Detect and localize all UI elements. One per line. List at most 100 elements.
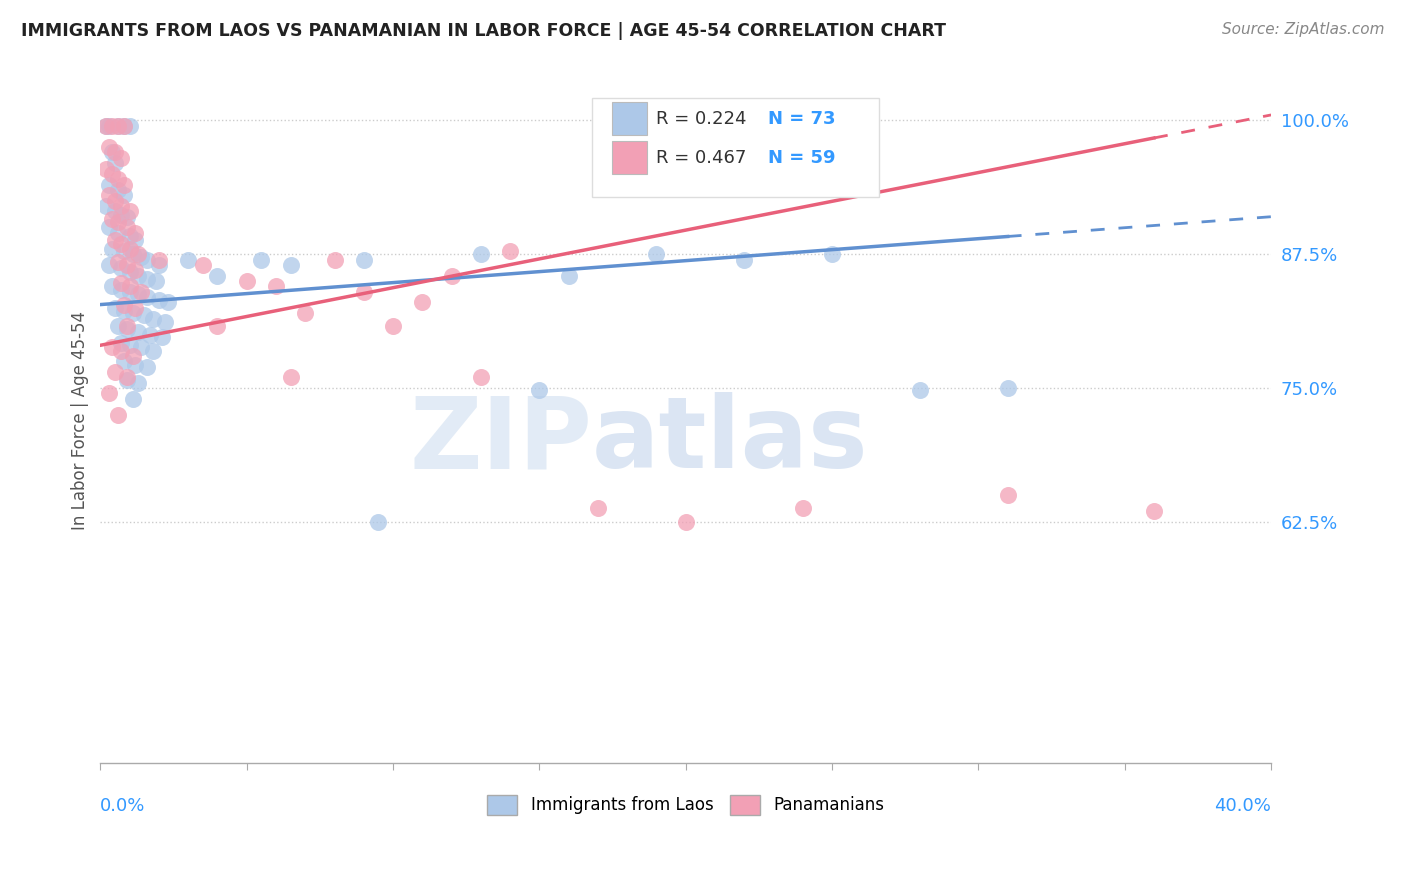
Text: N = 73: N = 73 <box>768 110 835 128</box>
Point <box>110 151 132 165</box>
Text: R = 0.224: R = 0.224 <box>657 110 747 128</box>
Point <box>997 488 1019 502</box>
Point <box>586 501 609 516</box>
Point <box>118 279 141 293</box>
Legend: Immigrants from Laos, Panamanians: Immigrants from Laos, Panamanians <box>479 787 893 823</box>
FancyBboxPatch shape <box>592 98 879 197</box>
Point <box>529 384 551 398</box>
Point <box>112 304 135 318</box>
Point <box>101 145 124 160</box>
Point <box>107 183 129 197</box>
FancyBboxPatch shape <box>612 141 647 174</box>
Point <box>101 279 124 293</box>
Point <box>136 272 159 286</box>
Point <box>107 408 129 422</box>
Point <box>675 515 697 529</box>
Point <box>121 349 143 363</box>
Text: Source: ZipAtlas.com: Source: ZipAtlas.com <box>1222 22 1385 37</box>
Point <box>499 244 522 258</box>
Point <box>139 327 162 342</box>
Point <box>107 119 129 133</box>
Point <box>115 370 138 384</box>
Point <box>104 194 127 208</box>
Point <box>118 265 141 279</box>
Point <box>136 252 159 267</box>
Point <box>131 251 153 265</box>
Point <box>908 384 931 398</box>
Point <box>118 285 141 299</box>
Point <box>98 178 121 192</box>
Point <box>98 258 121 272</box>
Point <box>1143 504 1166 518</box>
Point <box>142 343 165 358</box>
Point <box>235 274 257 288</box>
Point <box>115 258 138 272</box>
Point <box>177 252 200 267</box>
Point <box>207 318 229 333</box>
Point <box>136 290 159 304</box>
Point <box>112 297 135 311</box>
Point <box>118 204 141 219</box>
Point <box>250 252 273 267</box>
Point <box>112 354 135 368</box>
Point <box>118 119 141 133</box>
Point <box>124 226 146 240</box>
Point <box>124 301 146 315</box>
Point <box>280 258 302 272</box>
Point <box>411 295 433 310</box>
Point <box>104 204 127 219</box>
Point <box>323 252 346 267</box>
Point <box>110 283 132 297</box>
Point <box>207 268 229 283</box>
Point <box>98 220 121 235</box>
Text: N = 59: N = 59 <box>768 149 835 167</box>
Point <box>127 326 149 340</box>
Text: 40.0%: 40.0% <box>1215 797 1271 815</box>
Point <box>107 318 129 333</box>
Point <box>112 178 135 192</box>
Point <box>96 119 118 133</box>
Point <box>104 233 127 247</box>
Point <box>110 336 132 351</box>
Point <box>121 392 143 406</box>
Point <box>382 318 405 333</box>
Point <box>124 358 146 372</box>
Point <box>101 211 124 226</box>
Point <box>142 311 165 326</box>
Point <box>110 276 132 290</box>
Point <box>191 258 214 272</box>
Point <box>101 340 124 354</box>
Point <box>470 247 492 261</box>
Point <box>148 252 170 267</box>
Text: 0.0%: 0.0% <box>100 797 146 815</box>
Point <box>557 268 579 283</box>
Point <box>115 322 138 336</box>
Point <box>104 365 127 379</box>
Point <box>98 188 121 202</box>
Text: IMMIGRANTS FROM LAOS VS PANAMANIAN IN LABOR FORCE | AGE 45-54 CORRELATION CHART: IMMIGRANTS FROM LAOS VS PANAMANIAN IN LA… <box>21 22 946 40</box>
Point <box>353 252 375 267</box>
Text: R = 0.467: R = 0.467 <box>657 149 747 167</box>
FancyBboxPatch shape <box>612 102 647 135</box>
Y-axis label: In Labor Force | Age 45-54: In Labor Force | Age 45-54 <box>72 310 89 530</box>
Text: atlas: atlas <box>592 392 869 490</box>
Point <box>156 295 179 310</box>
Point <box>131 285 153 299</box>
Point <box>124 263 146 277</box>
Point <box>997 381 1019 395</box>
Point <box>107 215 129 229</box>
Point <box>792 501 814 516</box>
Point <box>104 145 127 160</box>
Point <box>104 156 127 170</box>
Point <box>294 306 316 320</box>
Point <box>112 188 135 202</box>
Point <box>121 247 143 261</box>
Point <box>112 244 135 258</box>
Point <box>124 233 146 247</box>
Point <box>98 386 121 401</box>
Point <box>153 315 176 329</box>
Point <box>145 274 167 288</box>
Point <box>440 268 463 283</box>
Point <box>98 119 121 133</box>
Point <box>107 226 129 240</box>
